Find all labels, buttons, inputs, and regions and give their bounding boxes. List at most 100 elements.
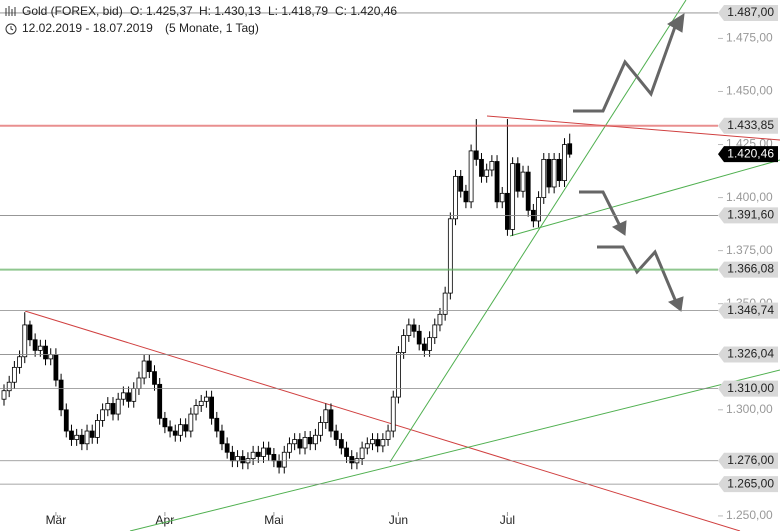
candle-body: [157, 383, 163, 419]
candle-body: [364, 443, 370, 449]
background-layer: 1.475,001.450,001.425,001.400,001.375,00…: [46, 31, 773, 528]
candle-body: [110, 403, 116, 415]
arrow: [573, 23, 678, 113]
candle-body: [562, 144, 567, 182]
candle-body: [84, 430, 90, 445]
ohlc-close: C: 1.420,46: [335, 4, 397, 18]
candle-body: [499, 192, 505, 203]
candle-body: [37, 345, 43, 351]
candle-body: [370, 439, 375, 445]
candle-body: [302, 437, 308, 449]
candle-body: [385, 430, 391, 440]
x-tick-label: Mai: [264, 513, 283, 527]
candle-body: [479, 158, 484, 177]
candle-body: [473, 150, 479, 160]
arrowhead: [667, 296, 684, 312]
candle-body: [126, 392, 131, 402]
candle-body: [287, 443, 292, 453]
candle-body: [344, 447, 349, 457]
y-tick-label: 1.450,00: [726, 84, 773, 98]
candle-body: [510, 163, 516, 230]
candle-body: [390, 396, 396, 432]
candle-body: [318, 422, 323, 436]
header: Gold (FOREX, bid) O: 1.425,37 H: 1.430,1…: [5, 4, 397, 35]
candle-body: [541, 158, 547, 198]
level-label: 1.310,00: [727, 381, 774, 395]
candle-body: [489, 161, 495, 171]
level-box: [718, 346, 778, 363]
period: (5 Monate, 1 Tag): [165, 21, 259, 35]
candle-body: [333, 430, 339, 440]
candle-body: [229, 451, 235, 462]
level-box: [718, 4, 778, 21]
candle-body: [198, 400, 204, 406]
candle-body: [178, 424, 183, 436]
clock-icon: [5, 23, 17, 35]
candle-body: [463, 190, 469, 203]
level-box: [718, 207, 778, 224]
y-tick-label: 1.475,00: [726, 31, 773, 45]
candle-body: [250, 451, 256, 460]
candle-body: [375, 439, 381, 447]
date-range: 12.02.2019 - 18.07.2019: [22, 21, 153, 35]
candle-body: [328, 409, 334, 432]
candle-body: [416, 330, 422, 345]
candle-body: [447, 218, 453, 294]
level-label: 1.276,00: [727, 453, 774, 467]
candle-body: [209, 396, 215, 419]
candle-body: [105, 403, 111, 411]
level-label: 1.346,74: [727, 303, 774, 317]
candle-body: [323, 409, 329, 423]
candle-body: [427, 337, 432, 351]
candle-body: [432, 324, 438, 339]
candle-body: [193, 405, 199, 415]
candle-body: [271, 453, 277, 462]
candle-body: [505, 192, 510, 230]
level-box: [718, 452, 778, 469]
candles: [1, 119, 573, 474]
candle-body: [421, 343, 427, 351]
candle-body: [281, 451, 287, 468]
candle-body: [458, 175, 464, 192]
trendlines: [24, 0, 780, 531]
candle-body: [17, 356, 22, 368]
candle-body: [380, 439, 386, 447]
trendline: [486, 115, 780, 141]
candle-body: [396, 352, 401, 398]
level-box: [718, 146, 778, 163]
arrows: [573, 13, 685, 312]
candle-body: [276, 460, 282, 468]
candle-body: [204, 396, 209, 402]
level-label: 1.366,08: [727, 262, 774, 276]
x-tick-label: Jul: [500, 513, 515, 527]
candle-body: [297, 439, 303, 449]
candle-body: [162, 417, 168, 428]
candle-body: [266, 447, 272, 455]
level-box: [718, 476, 778, 493]
candle-body: [406, 324, 412, 336]
y-tick-label: 1.250,00: [726, 508, 773, 522]
candle-body: [261, 447, 266, 457]
candle-body: [235, 456, 240, 462]
candle-body: [307, 437, 313, 445]
candle-body: [120, 392, 126, 400]
candle-body: [58, 379, 64, 411]
ohlc-open: O: 1.425,37: [130, 4, 193, 18]
candle-body: [567, 143, 573, 155]
instrument: Gold (FOREX, bid): [22, 4, 123, 18]
level-label: 1.391,60: [727, 208, 774, 222]
candle-body: [167, 426, 173, 432]
arrowhead: [611, 220, 627, 236]
candle-body: [43, 345, 48, 360]
candle-body: [183, 424, 189, 432]
level-label: 1.420,46: [727, 146, 774, 160]
candle-body: [131, 388, 137, 402]
candle-body: [172, 430, 178, 436]
candle-body: [74, 434, 80, 440]
candle-body: [525, 171, 531, 211]
candle-body: [240, 456, 246, 464]
candle-body: [453, 175, 458, 220]
candle-body: [136, 377, 142, 389]
candle-body: [6, 381, 12, 392]
